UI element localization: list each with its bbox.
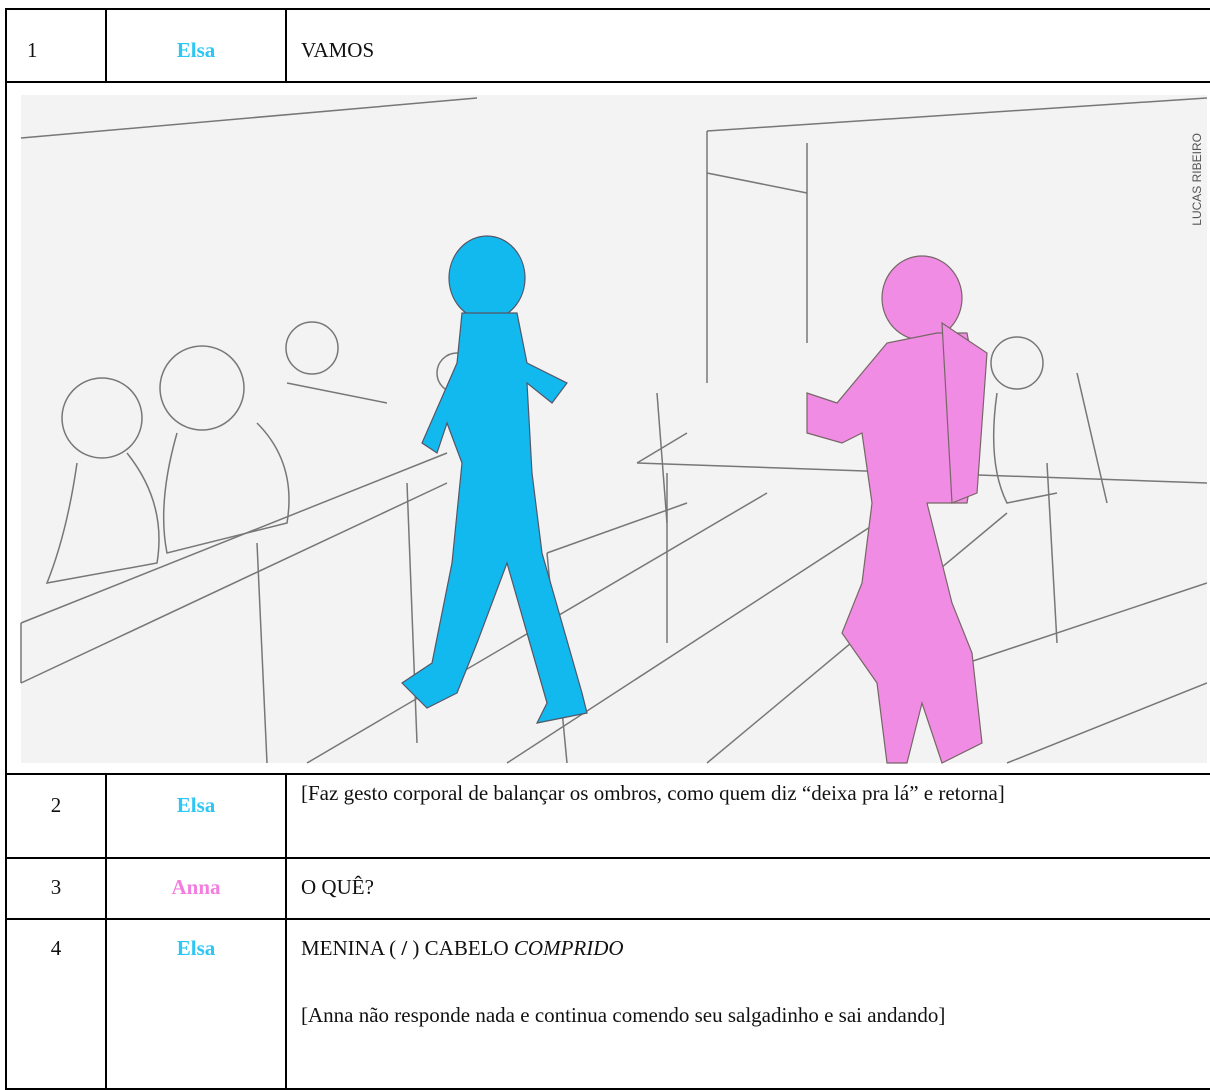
line-part: COMPRIDO [513, 936, 624, 960]
row-number: 4 [5, 918, 105, 1090]
illustration: LUCAS RIBEIRO [20, 95, 1207, 764]
illustration-cell: LUCAS RIBEIRO [5, 81, 1210, 773]
number: 2 [50, 793, 62, 817]
speaker: Elsa [176, 936, 216, 960]
line-part: ) CABELO [412, 936, 509, 960]
line-cell: MENINA ( / ) CABELO COMPRIDO [Anna não r… [285, 918, 1210, 1090]
line-cell: [Faz gesto corporal de balançar os ombro… [285, 773, 1210, 857]
line: [Faz gesto corporal de balançar os ombro… [301, 781, 1005, 805]
row-number: 1 [5, 8, 105, 81]
speaker-cell: Elsa [105, 8, 285, 81]
line: [Anna não responde nada e continua comen… [301, 1003, 946, 1027]
line: MENINA ( / ) CABELO COMPRIDO [301, 936, 1210, 961]
line-cell: O QUÊ? [285, 857, 1210, 918]
speaker: Elsa [176, 793, 216, 817]
line-part: MENINA ( [301, 936, 397, 960]
row-number: 3 [5, 857, 105, 918]
line-cell: VAMOS [285, 8, 1210, 81]
line: O QUÊ? [301, 875, 374, 899]
speaker-cell: Elsa [105, 773, 285, 857]
line: VAMOS [301, 38, 375, 62]
row-number: 2 [5, 773, 105, 857]
number: 1 [27, 38, 38, 62]
line-part: / [401, 936, 408, 960]
speaker: Anna [171, 875, 221, 899]
speaker-cell: Elsa [105, 918, 285, 1090]
speaker-cell: Anna [105, 857, 285, 918]
number: 4 [50, 936, 62, 960]
speaker: Elsa [176, 38, 216, 62]
number: 3 [50, 875, 62, 899]
illustration-credit: LUCAS RIBEIRO [1190, 133, 1204, 226]
